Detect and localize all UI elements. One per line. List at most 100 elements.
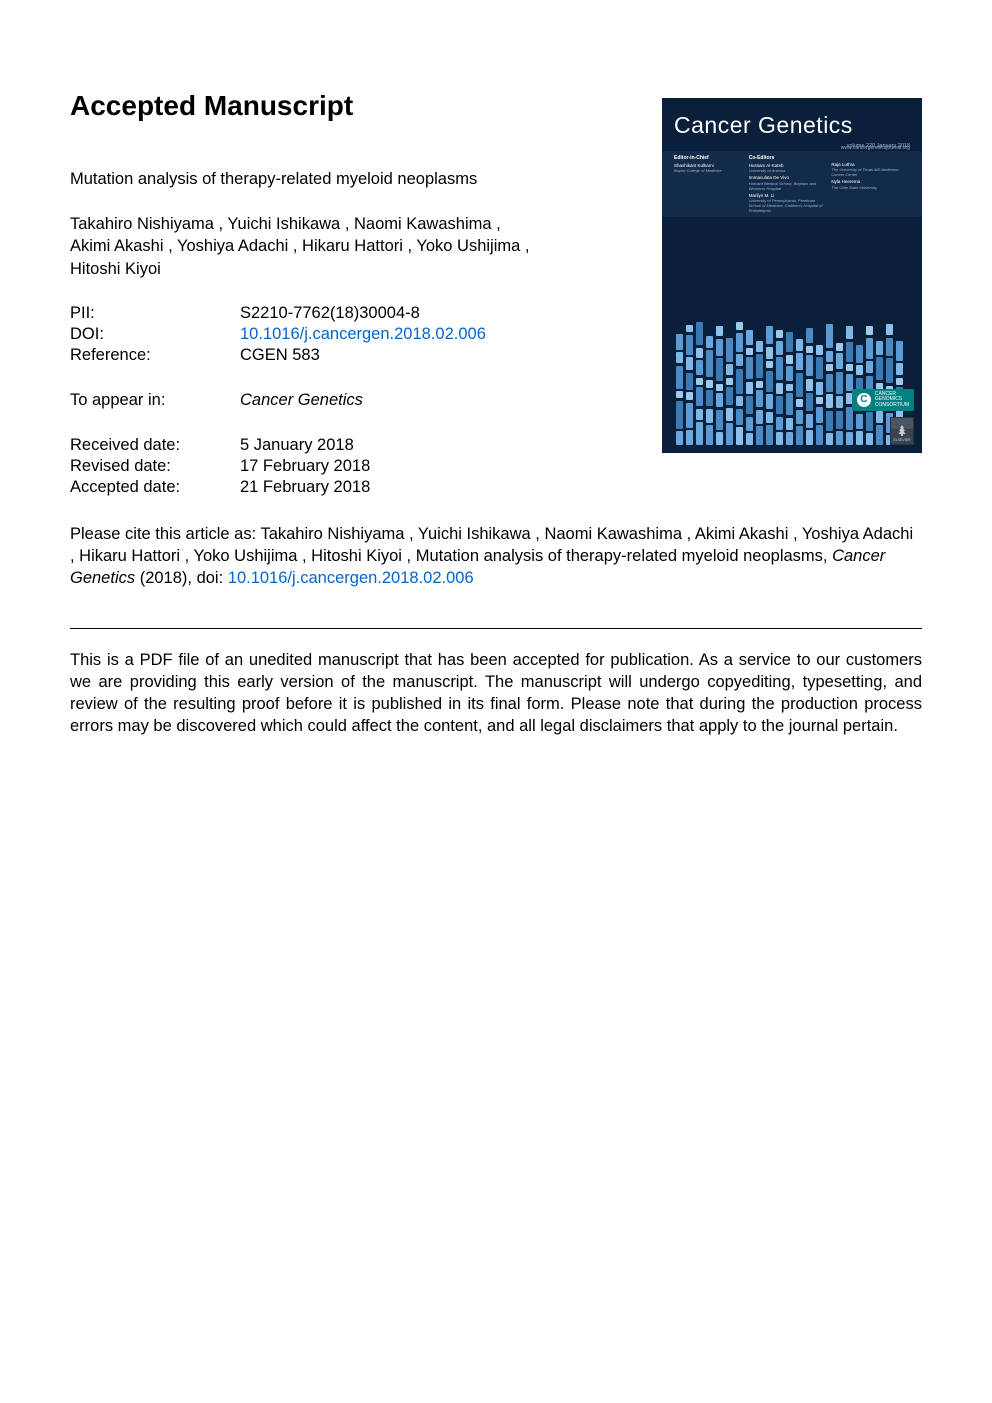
cover-block — [696, 387, 703, 406]
cover-block — [706, 336, 713, 348]
cover-block — [686, 430, 693, 445]
cover-block — [826, 351, 833, 362]
cover-block — [846, 342, 853, 362]
cover-block — [746, 382, 753, 394]
cover-block — [856, 365, 863, 375]
cover-block — [876, 357, 883, 380]
cover-stripe — [766, 326, 773, 445]
cover-block — [786, 418, 793, 430]
cover-editors-banner: Editor-in-Chief Shashikant Kulkarni Bayl… — [662, 151, 922, 217]
cover-block — [746, 396, 753, 414]
cover-block — [856, 345, 863, 363]
cover-stripe — [676, 334, 683, 446]
cover-block — [716, 358, 723, 381]
cover-block — [676, 431, 683, 445]
badge-line: CONSORTIUM — [875, 403, 909, 409]
cover-block — [716, 384, 723, 391]
revised-label: Revised date: — [70, 457, 240, 478]
cover-block — [776, 417, 783, 430]
cover-block — [826, 433, 833, 445]
cover-block — [686, 325, 693, 332]
cover-block — [776, 341, 783, 355]
cover-block — [806, 414, 813, 428]
cover-block — [786, 355, 793, 364]
cover-block — [686, 335, 693, 355]
cover-block — [706, 350, 713, 377]
elsevier-logo: ELSEVIER — [890, 417, 914, 445]
cover-stripe — [726, 338, 733, 446]
accepted-value: 21 February 2018 — [240, 478, 370, 499]
cover-block — [806, 430, 813, 445]
cover-block — [826, 374, 833, 392]
cover-block — [756, 426, 763, 445]
authors-line: Hitoshi Kiyoi — [70, 260, 161, 278]
cover-block — [786, 393, 793, 415]
citation-year: (2018), doi: — [135, 569, 228, 587]
cover-block — [766, 412, 773, 423]
cover-block — [686, 357, 693, 370]
cover-block — [796, 373, 803, 397]
cover-block — [806, 393, 813, 411]
cover-block — [746, 330, 753, 345]
cover-block — [696, 422, 703, 445]
cover-stripe — [826, 324, 833, 445]
cover-block — [796, 426, 803, 445]
consortium-c-icon: C — [857, 393, 871, 407]
cover-block — [736, 396, 743, 406]
revised-value: 17 February 2018 — [240, 457, 370, 478]
cover-block — [806, 328, 813, 343]
cover-block — [766, 425, 773, 445]
cover-block — [786, 332, 793, 352]
cover-block — [736, 369, 743, 394]
cover-coeditors-header: Co-Editors — [749, 155, 828, 161]
cover-block — [866, 326, 873, 335]
cover-block — [706, 425, 713, 445]
cover-stripe — [806, 328, 813, 445]
cover-block — [686, 403, 693, 428]
doi-link[interactable]: 10.1016/j.cancergen.2018.02.006 — [240, 325, 486, 346]
cover-stripe — [736, 322, 743, 445]
cover-block — [786, 432, 793, 445]
cover-block — [746, 417, 753, 431]
cover-block — [836, 343, 843, 351]
cover-stripe — [816, 345, 823, 446]
cover-block — [866, 338, 873, 359]
cover-block — [676, 352, 683, 363]
pii-value: S2210-7762(18)30004-8 — [240, 304, 486, 325]
cover-block — [786, 366, 793, 381]
cover-block — [796, 399, 803, 407]
cover-block — [696, 348, 703, 358]
cover-coeditor-inst: Harvard Medical School, Brigham and Wome… — [749, 181, 828, 191]
journal-cover-image: Cancer Genetics volume 220 January 2018 … — [662, 98, 922, 453]
cover-block — [826, 364, 833, 371]
authors-line: Takahiro Nishiyama , Yuichi Ishikawa , N… — [70, 215, 501, 233]
cover-block — [756, 354, 763, 378]
cover-block — [766, 361, 773, 368]
cover-coeditor-inst: The Ohio State University — [831, 185, 910, 190]
cover-block — [706, 390, 713, 406]
divider-line — [70, 628, 922, 629]
cover-stripe — [686, 325, 693, 445]
cover-block — [716, 339, 723, 356]
cover-block — [756, 390, 763, 407]
cover-block — [766, 371, 773, 392]
cover-block — [896, 363, 903, 375]
disclaimer-text: This is a PDF file of an unedited manusc… — [70, 649, 922, 738]
cover-block — [696, 409, 703, 420]
cover-block — [736, 333, 743, 352]
cover-block — [686, 373, 693, 390]
cover-block — [706, 409, 713, 423]
cover-block — [846, 364, 853, 371]
citation-prefix: Please cite this article as: Takahiro Ni… — [70, 525, 913, 565]
cover-block — [826, 394, 833, 408]
cover-block — [816, 397, 823, 404]
cover-block — [726, 423, 733, 445]
cover-editor-chief-header: Editor-in-Chief — [674, 155, 745, 161]
cover-block — [756, 381, 763, 388]
cover-block — [886, 358, 893, 383]
cover-block — [836, 353, 843, 369]
citation-doi-link[interactable]: 10.1016/j.cancergen.2018.02.006 — [228, 569, 474, 587]
cover-block — [756, 341, 763, 352]
cover-block — [726, 364, 733, 375]
cover-art: C CANCER GENOMICS CONSORTIUM ELSEVIER — [662, 217, 922, 453]
